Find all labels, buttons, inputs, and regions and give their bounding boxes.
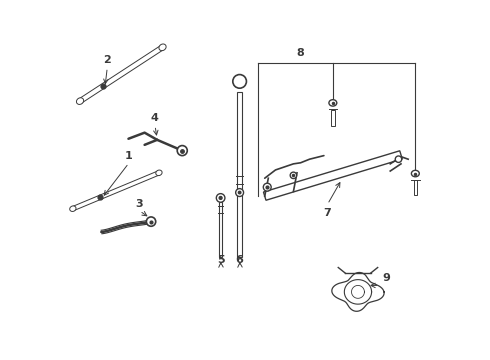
Ellipse shape xyxy=(156,170,162,176)
Polygon shape xyxy=(264,151,402,200)
Ellipse shape xyxy=(233,75,246,88)
Ellipse shape xyxy=(263,183,271,191)
Ellipse shape xyxy=(177,145,187,156)
Ellipse shape xyxy=(147,217,156,226)
Text: 4: 4 xyxy=(151,113,159,123)
Ellipse shape xyxy=(236,189,244,197)
Ellipse shape xyxy=(290,172,296,179)
Ellipse shape xyxy=(219,197,222,199)
Text: 6: 6 xyxy=(236,255,244,265)
Ellipse shape xyxy=(159,44,166,51)
Ellipse shape xyxy=(76,98,84,104)
Ellipse shape xyxy=(216,194,225,202)
Text: 3: 3 xyxy=(135,199,143,209)
Ellipse shape xyxy=(70,206,76,211)
Ellipse shape xyxy=(329,100,337,106)
Polygon shape xyxy=(332,273,384,311)
Text: 2: 2 xyxy=(103,55,111,65)
Ellipse shape xyxy=(395,156,402,162)
Text: 8: 8 xyxy=(297,48,304,58)
Text: 9: 9 xyxy=(382,273,390,283)
Bar xyxy=(238,92,242,257)
Bar xyxy=(331,110,335,126)
Text: 5: 5 xyxy=(217,255,224,265)
Polygon shape xyxy=(72,171,160,211)
Text: 7: 7 xyxy=(323,208,331,218)
Bar xyxy=(219,202,222,257)
Bar xyxy=(414,180,417,195)
Ellipse shape xyxy=(412,170,419,177)
Ellipse shape xyxy=(238,191,241,194)
Polygon shape xyxy=(79,45,164,103)
Text: 1: 1 xyxy=(124,151,132,161)
Polygon shape xyxy=(344,280,371,304)
